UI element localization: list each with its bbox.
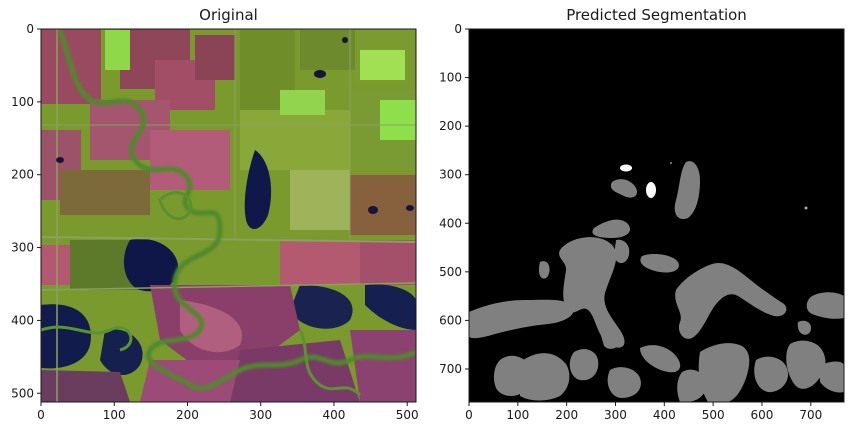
- segmentation-panel: Predicted Segmentation: [439, 6, 845, 422]
- segmentation-mask: [469, 29, 844, 402]
- original-panel: Original: [11, 6, 419, 422]
- x-tick-label: 400: [653, 408, 676, 422]
- satellite-image: [41, 29, 416, 402]
- y-tick-label: 300: [439, 168, 462, 182]
- y-tick-label: 100: [439, 71, 462, 85]
- x-tick-label: 100: [506, 408, 529, 422]
- y-tick-label: 300: [11, 241, 34, 255]
- x-tick-label: 200: [555, 408, 578, 422]
- y-tick-label: 700: [439, 362, 462, 376]
- y-tick-label: 400: [11, 313, 34, 327]
- x-tick-label: 500: [396, 408, 419, 422]
- x-tick-label: 200: [176, 408, 199, 422]
- original-title: Original: [199, 6, 258, 24]
- x-tick-label: 0: [37, 408, 45, 422]
- original-axes-frame: [40, 28, 417, 403]
- y-tick-label: 200: [11, 168, 34, 182]
- segmentation-title: Predicted Segmentation: [566, 6, 747, 24]
- y-tick-label: 500: [11, 386, 34, 400]
- x-tick-label: 600: [751, 408, 774, 422]
- y-tick-label: 600: [439, 313, 462, 327]
- x-tick-label: 400: [323, 408, 346, 422]
- segmentation-axes-frame: [468, 28, 845, 403]
- y-tick-label: 0: [454, 22, 462, 36]
- x-tick-label: 500: [702, 408, 725, 422]
- x-tick-label: 700: [799, 408, 822, 422]
- x-tick-label: 300: [604, 408, 627, 422]
- x-tick-label: 100: [103, 408, 126, 422]
- y-tick-label: 100: [11, 95, 34, 109]
- y-tick-label: 500: [439, 265, 462, 279]
- x-tick-label: 0: [465, 408, 473, 422]
- segmentation-axes: 0 100 200 300 400 500 600 700 0 100 200 300 400 500 60…: [439, 22, 822, 422]
- y-tick-label: 400: [439, 216, 462, 230]
- x-tick-label: 300: [249, 408, 272, 422]
- y-tick-label: 200: [439, 119, 462, 133]
- y-tick-label: 0: [26, 22, 34, 36]
